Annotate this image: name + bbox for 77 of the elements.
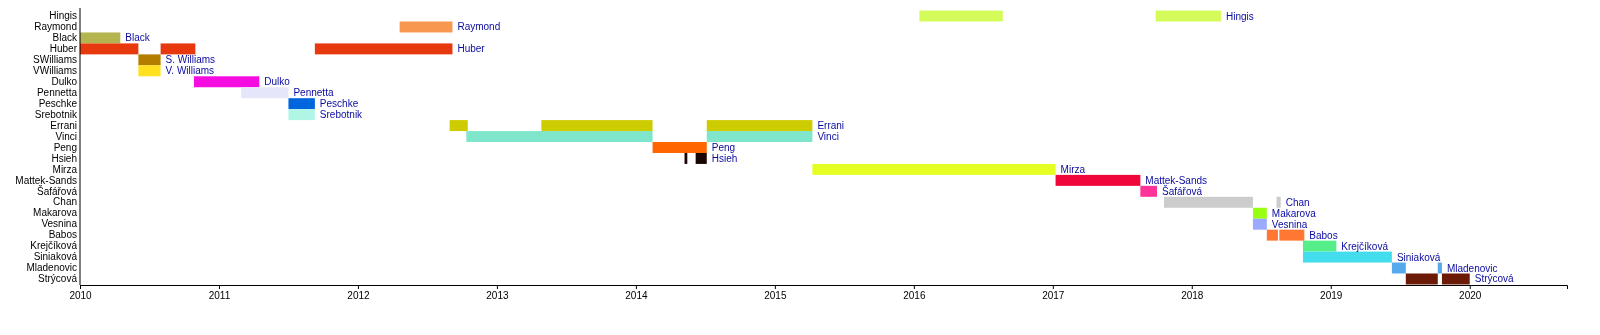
annotation: Šafářová bbox=[1162, 184, 1203, 197]
y-tick-label: Hsieh bbox=[51, 152, 77, 164]
annotation: Pennetta bbox=[293, 87, 334, 99]
y-tick-label: Vesnina bbox=[41, 218, 78, 230]
annotation: Hsieh bbox=[711, 152, 738, 164]
bar bbox=[138, 54, 161, 66]
annotation: Makarova bbox=[1271, 207, 1317, 219]
x-tick-label: 2017 bbox=[1042, 290, 1065, 302]
x-tick-label: 2013 bbox=[486, 290, 509, 302]
x-tick-label: 2015 bbox=[764, 290, 787, 302]
annotation: Hingis bbox=[1225, 10, 1254, 22]
bar bbox=[399, 21, 453, 33]
y-tick-label: Mladenovic bbox=[26, 262, 77, 274]
x-tick-label: 2020 bbox=[1459, 290, 1482, 302]
x-tick-label: 2014 bbox=[625, 290, 648, 302]
annotation: Black bbox=[125, 32, 151, 44]
annotation: V. Williams bbox=[165, 65, 215, 77]
bar bbox=[1302, 251, 1392, 263]
y-tick-label: Chan bbox=[53, 196, 77, 208]
bar bbox=[1252, 218, 1267, 230]
y-tick-label: Peschke bbox=[38, 97, 78, 109]
y-tick-label: Krejčíková bbox=[30, 240, 78, 252]
x-tick-label: 2016 bbox=[903, 290, 926, 302]
bar bbox=[1302, 240, 1337, 252]
y-tick-label: Strýcová bbox=[38, 273, 78, 285]
annotation: Krejčíková bbox=[1341, 240, 1389, 252]
x-tick-label: 2012 bbox=[347, 290, 370, 302]
annotation: Siniaková bbox=[1396, 251, 1441, 263]
y-tick-label: VWilliams bbox=[33, 65, 77, 77]
y-tick-label: Raymond bbox=[34, 21, 77, 33]
y-tick-label: SWilliams bbox=[33, 54, 77, 66]
bar bbox=[1055, 174, 1141, 186]
x-tick-label: 2019 bbox=[1320, 290, 1343, 302]
annotation: Vinci bbox=[817, 131, 839, 143]
bar bbox=[241, 87, 289, 99]
annotation: Vesnina bbox=[1271, 218, 1308, 230]
annotation: Dulko bbox=[264, 76, 291, 88]
annotation: Mattek-Sands bbox=[1145, 174, 1208, 186]
x-tick-label: 2010 bbox=[69, 290, 93, 302]
y-tick-label: Dulko bbox=[51, 75, 78, 87]
annotation: Strýcová bbox=[1474, 273, 1515, 285]
y-tick-label: Mirza bbox=[52, 163, 78, 175]
y-tick-label: Errani bbox=[50, 119, 77, 131]
bar bbox=[193, 76, 260, 88]
y-tick-label: Huber bbox=[49, 43, 78, 55]
y-tick-label: Mattek-Sands bbox=[15, 174, 77, 186]
y-tick-label: Makarova bbox=[33, 207, 78, 219]
annotation: Raymond bbox=[457, 21, 501, 33]
x-tick-label: 2018 bbox=[1181, 290, 1204, 302]
y-tick-label: Pennetta bbox=[36, 86, 78, 98]
bar bbox=[1140, 185, 1158, 197]
annotation: Peschke bbox=[319, 98, 359, 110]
annotation: Huber bbox=[457, 43, 486, 55]
annotation: Babos bbox=[1309, 229, 1338, 241]
annotation: S. Williams bbox=[165, 54, 216, 66]
y-tick-label: Šafářová bbox=[36, 184, 78, 197]
bar bbox=[288, 98, 315, 110]
bar bbox=[812, 163, 1056, 175]
y-tick-label: Vinci bbox=[55, 130, 77, 142]
annotation: Chan bbox=[1285, 196, 1310, 208]
bar bbox=[80, 32, 121, 44]
y-tick-label: Siniaková bbox=[33, 251, 78, 263]
y-tick-label: Hingis bbox=[49, 10, 77, 22]
annotation: Mirza bbox=[1060, 163, 1086, 175]
y-tick-label: Black bbox=[52, 32, 78, 44]
annotation: Srebotnik bbox=[319, 109, 364, 121]
y-tick-label: Srebotnik bbox=[34, 108, 78, 120]
annotation: Mladenovic bbox=[1446, 262, 1498, 274]
annotation: Peng bbox=[711, 142, 736, 153]
bar bbox=[288, 109, 315, 121]
x-tick-label: 2011 bbox=[208, 290, 231, 302]
y-tick-label: Peng bbox=[53, 141, 77, 153]
y-tick-label: Babos bbox=[48, 229, 77, 241]
bar bbox=[1252, 207, 1267, 219]
annotation: Errani bbox=[817, 120, 845, 132]
bar bbox=[652, 142, 707, 153]
bar bbox=[138, 65, 161, 77]
